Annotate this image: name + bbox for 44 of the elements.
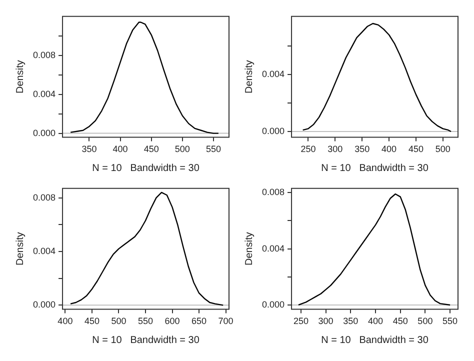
x-tick-label: 400 bbox=[58, 316, 73, 326]
x-axis-title: N = 10 Bandwidth = 30 bbox=[92, 162, 200, 174]
x-tick-label: 500 bbox=[111, 316, 126, 326]
x-tick-label: 650 bbox=[192, 316, 207, 326]
x-tick-label: 700 bbox=[218, 316, 234, 326]
y-axis-title: Density bbox=[14, 232, 26, 266]
y-tick-label: 0.000 bbox=[262, 299, 285, 310]
y-tick-label: 0.008 bbox=[32, 50, 56, 60]
x-axis-title: N = 10 Bandwidth = 30 bbox=[321, 334, 429, 346]
y-tick-label: 0.004 bbox=[32, 246, 56, 256]
x-tick-label: 250 bbox=[293, 316, 308, 326]
y-tick-label: 0.004 bbox=[262, 69, 285, 80]
x-tick-label: 550 bbox=[138, 316, 154, 326]
y-axis-title: Density bbox=[244, 60, 255, 94]
x-tick-label: 450 bbox=[144, 144, 159, 154]
y-tick-label: 0.000 bbox=[32, 128, 56, 138]
x-tick-label: 500 bbox=[174, 144, 190, 154]
y-tick-label: 0.004 bbox=[32, 88, 56, 99]
y-tick-label: 0.004 bbox=[262, 243, 285, 254]
y-axis-title: Density bbox=[244, 232, 255, 266]
x-tick-label: 300 bbox=[328, 144, 343, 154]
x-axis-title: N = 10 Bandwidth = 30 bbox=[92, 334, 200, 346]
x-tick-label: 550 bbox=[442, 316, 458, 326]
x-axis-title: N = 10 Bandwidth = 30 bbox=[321, 162, 429, 174]
x-tick-label: 250 bbox=[300, 144, 316, 154]
x-tick-label: 500 bbox=[435, 144, 450, 154]
y-tick-label: 0.008 bbox=[262, 187, 285, 198]
x-tick-label: 350 bbox=[82, 144, 97, 154]
x-tick-label: 400 bbox=[112, 144, 128, 154]
x-tick-label: 600 bbox=[164, 316, 180, 326]
x-tick-label: 300 bbox=[318, 316, 334, 326]
x-tick-label: 500 bbox=[418, 316, 433, 326]
x-tick-label: 550 bbox=[206, 144, 221, 154]
x-tick-label: 450 bbox=[392, 316, 408, 326]
y-tick-label: 0.000 bbox=[32, 300, 56, 310]
x-tick-label: 450 bbox=[408, 144, 424, 154]
y-tick-label: 0.000 bbox=[262, 126, 285, 136]
x-tick-label: 350 bbox=[343, 316, 358, 326]
x-tick-label: 400 bbox=[382, 144, 397, 154]
x-tick-label: 450 bbox=[84, 316, 100, 326]
x-tick-label: 350 bbox=[354, 144, 370, 154]
y-axis-title: Density bbox=[14, 60, 26, 94]
y-tick-label: 0.008 bbox=[32, 192, 56, 202]
x-tick-label: 400 bbox=[368, 316, 384, 326]
